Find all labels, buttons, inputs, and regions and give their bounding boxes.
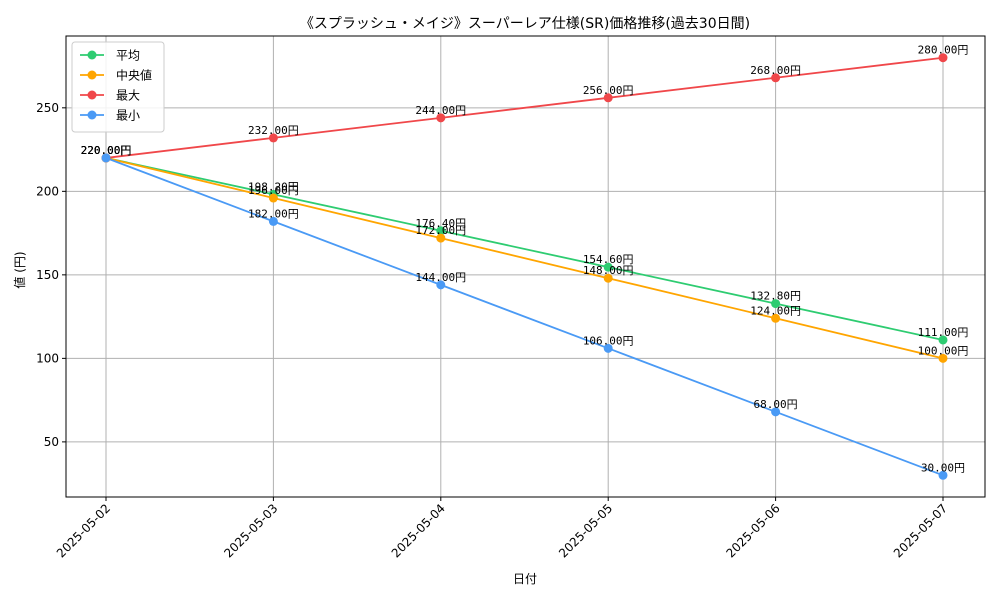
data-label: 196.00円 (248, 184, 299, 197)
data-point (268, 216, 278, 226)
x-tick-label: 2025-05-03 (221, 501, 280, 560)
data-label: 30.00円 (921, 461, 965, 474)
series-lines (105, 56, 944, 477)
data-labels: 220.00円 198.20円 176.40円 154.60円 132.80円 111.0… (81, 44, 969, 475)
data-label: 244.00円 (415, 104, 466, 117)
series-points (101, 53, 948, 480)
data-label: 182.00円 (248, 207, 299, 220)
data-label: 198.20円 (248, 180, 299, 193)
data-label: 268.00円 (750, 64, 801, 77)
legend-item: 最大 (80, 89, 140, 103)
x-tick-label: 2025-05-07 (891, 501, 950, 560)
data-point (938, 53, 948, 63)
data-label: 220.00円 (81, 144, 132, 157)
data-point (771, 73, 781, 83)
data-point (603, 93, 613, 103)
series-line-2 (105, 56, 944, 159)
data-label: 220.00円 (81, 144, 132, 157)
data-label: 100.00円 (918, 344, 969, 357)
data-point (436, 233, 446, 243)
chart-title: 《スプラッシュ・メイジ》スーパーレア仕様(SR)価格推移(過去30日間) (300, 16, 750, 32)
y-tick-label: 200 (36, 184, 59, 198)
data-point (436, 280, 446, 290)
data-label: 111.00円 (918, 326, 969, 339)
data-point (603, 273, 613, 283)
legend-marker (87, 110, 97, 120)
x-tick-label: 2025-05-06 (724, 501, 783, 560)
y-tick-label: 100 (36, 351, 59, 365)
data-label: 220.00円 (81, 144, 132, 157)
x-tick-label: 2025-05-02 (54, 501, 113, 560)
legend-label: 最大 (116, 89, 140, 103)
x-tick-label: 2025-05-04 (389, 501, 448, 560)
x-axis: 2025-05-02 2025-05-03 2025-05-04 2025-05-05… (54, 497, 950, 560)
y-tick-label: 150 (36, 268, 59, 282)
data-label: 144.00円 (415, 271, 466, 284)
data-label: 172.00円 (415, 224, 466, 237)
legend-box (71, 41, 165, 133)
y-axis-title: 値 (円) (12, 251, 27, 288)
legend-label: 最小 (116, 109, 140, 123)
legend-marker (87, 90, 97, 100)
data-label: 68.00円 (754, 398, 798, 411)
data-label: 280.00円 (918, 44, 969, 57)
x-axis-title: 日付 (513, 572, 537, 586)
data-label: 232.00円 (248, 124, 299, 137)
data-point (436, 226, 446, 236)
data-label: 176.40円 (415, 217, 466, 230)
data-label: 148.00円 (583, 264, 634, 277)
data-point (938, 470, 948, 480)
series-line-1 (105, 157, 944, 360)
y-tick-label: 50 (44, 435, 59, 449)
data-point (771, 299, 781, 309)
grid (66, 36, 985, 497)
data-label: 132.80円 (750, 290, 801, 303)
legend-item: 最小 (80, 109, 140, 123)
data-label: 256.00円 (583, 84, 634, 97)
data-point (268, 193, 278, 203)
data-point (771, 313, 781, 323)
legend-marker (87, 50, 97, 60)
data-label: 124.00円 (750, 304, 801, 317)
data-point (938, 353, 948, 363)
data-point (436, 113, 446, 123)
data-label: 106.00円 (583, 334, 634, 347)
x-tick-label: 2025-05-05 (556, 501, 615, 560)
data-point (268, 133, 278, 143)
data-point (603, 343, 613, 353)
legend-marker (87, 70, 97, 80)
y-tick-label: 250 (36, 101, 59, 115)
legend-item: 中央値 (80, 68, 152, 83)
series-line-0 (105, 157, 944, 341)
plot-area (65, 35, 986, 498)
data-point (771, 407, 781, 417)
data-point (101, 153, 111, 163)
data-label: 154.60円 (583, 253, 634, 266)
series-line-3 (105, 157, 944, 477)
legend-label: 中央値 (116, 68, 152, 83)
y-axis: 50 100 150 200 250 (36, 101, 66, 449)
data-label: 220.00円 (81, 144, 132, 157)
legend-label: 平均 (116, 49, 140, 63)
legend-item: 平均 (80, 49, 140, 63)
data-point (938, 335, 948, 345)
data-point (603, 262, 613, 272)
